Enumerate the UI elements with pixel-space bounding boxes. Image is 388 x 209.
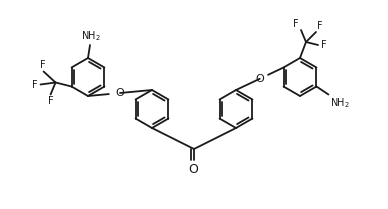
Text: O: O bbox=[255, 74, 264, 84]
Text: O: O bbox=[116, 88, 125, 98]
Text: F: F bbox=[48, 96, 54, 106]
Text: F: F bbox=[40, 60, 45, 70]
Text: NH$_2$: NH$_2$ bbox=[81, 29, 101, 43]
Text: F: F bbox=[32, 79, 38, 89]
Text: NH$_2$: NH$_2$ bbox=[331, 97, 350, 110]
Text: F: F bbox=[293, 19, 299, 29]
Text: F: F bbox=[317, 21, 323, 31]
Text: O: O bbox=[188, 163, 198, 176]
Text: F: F bbox=[321, 40, 327, 50]
